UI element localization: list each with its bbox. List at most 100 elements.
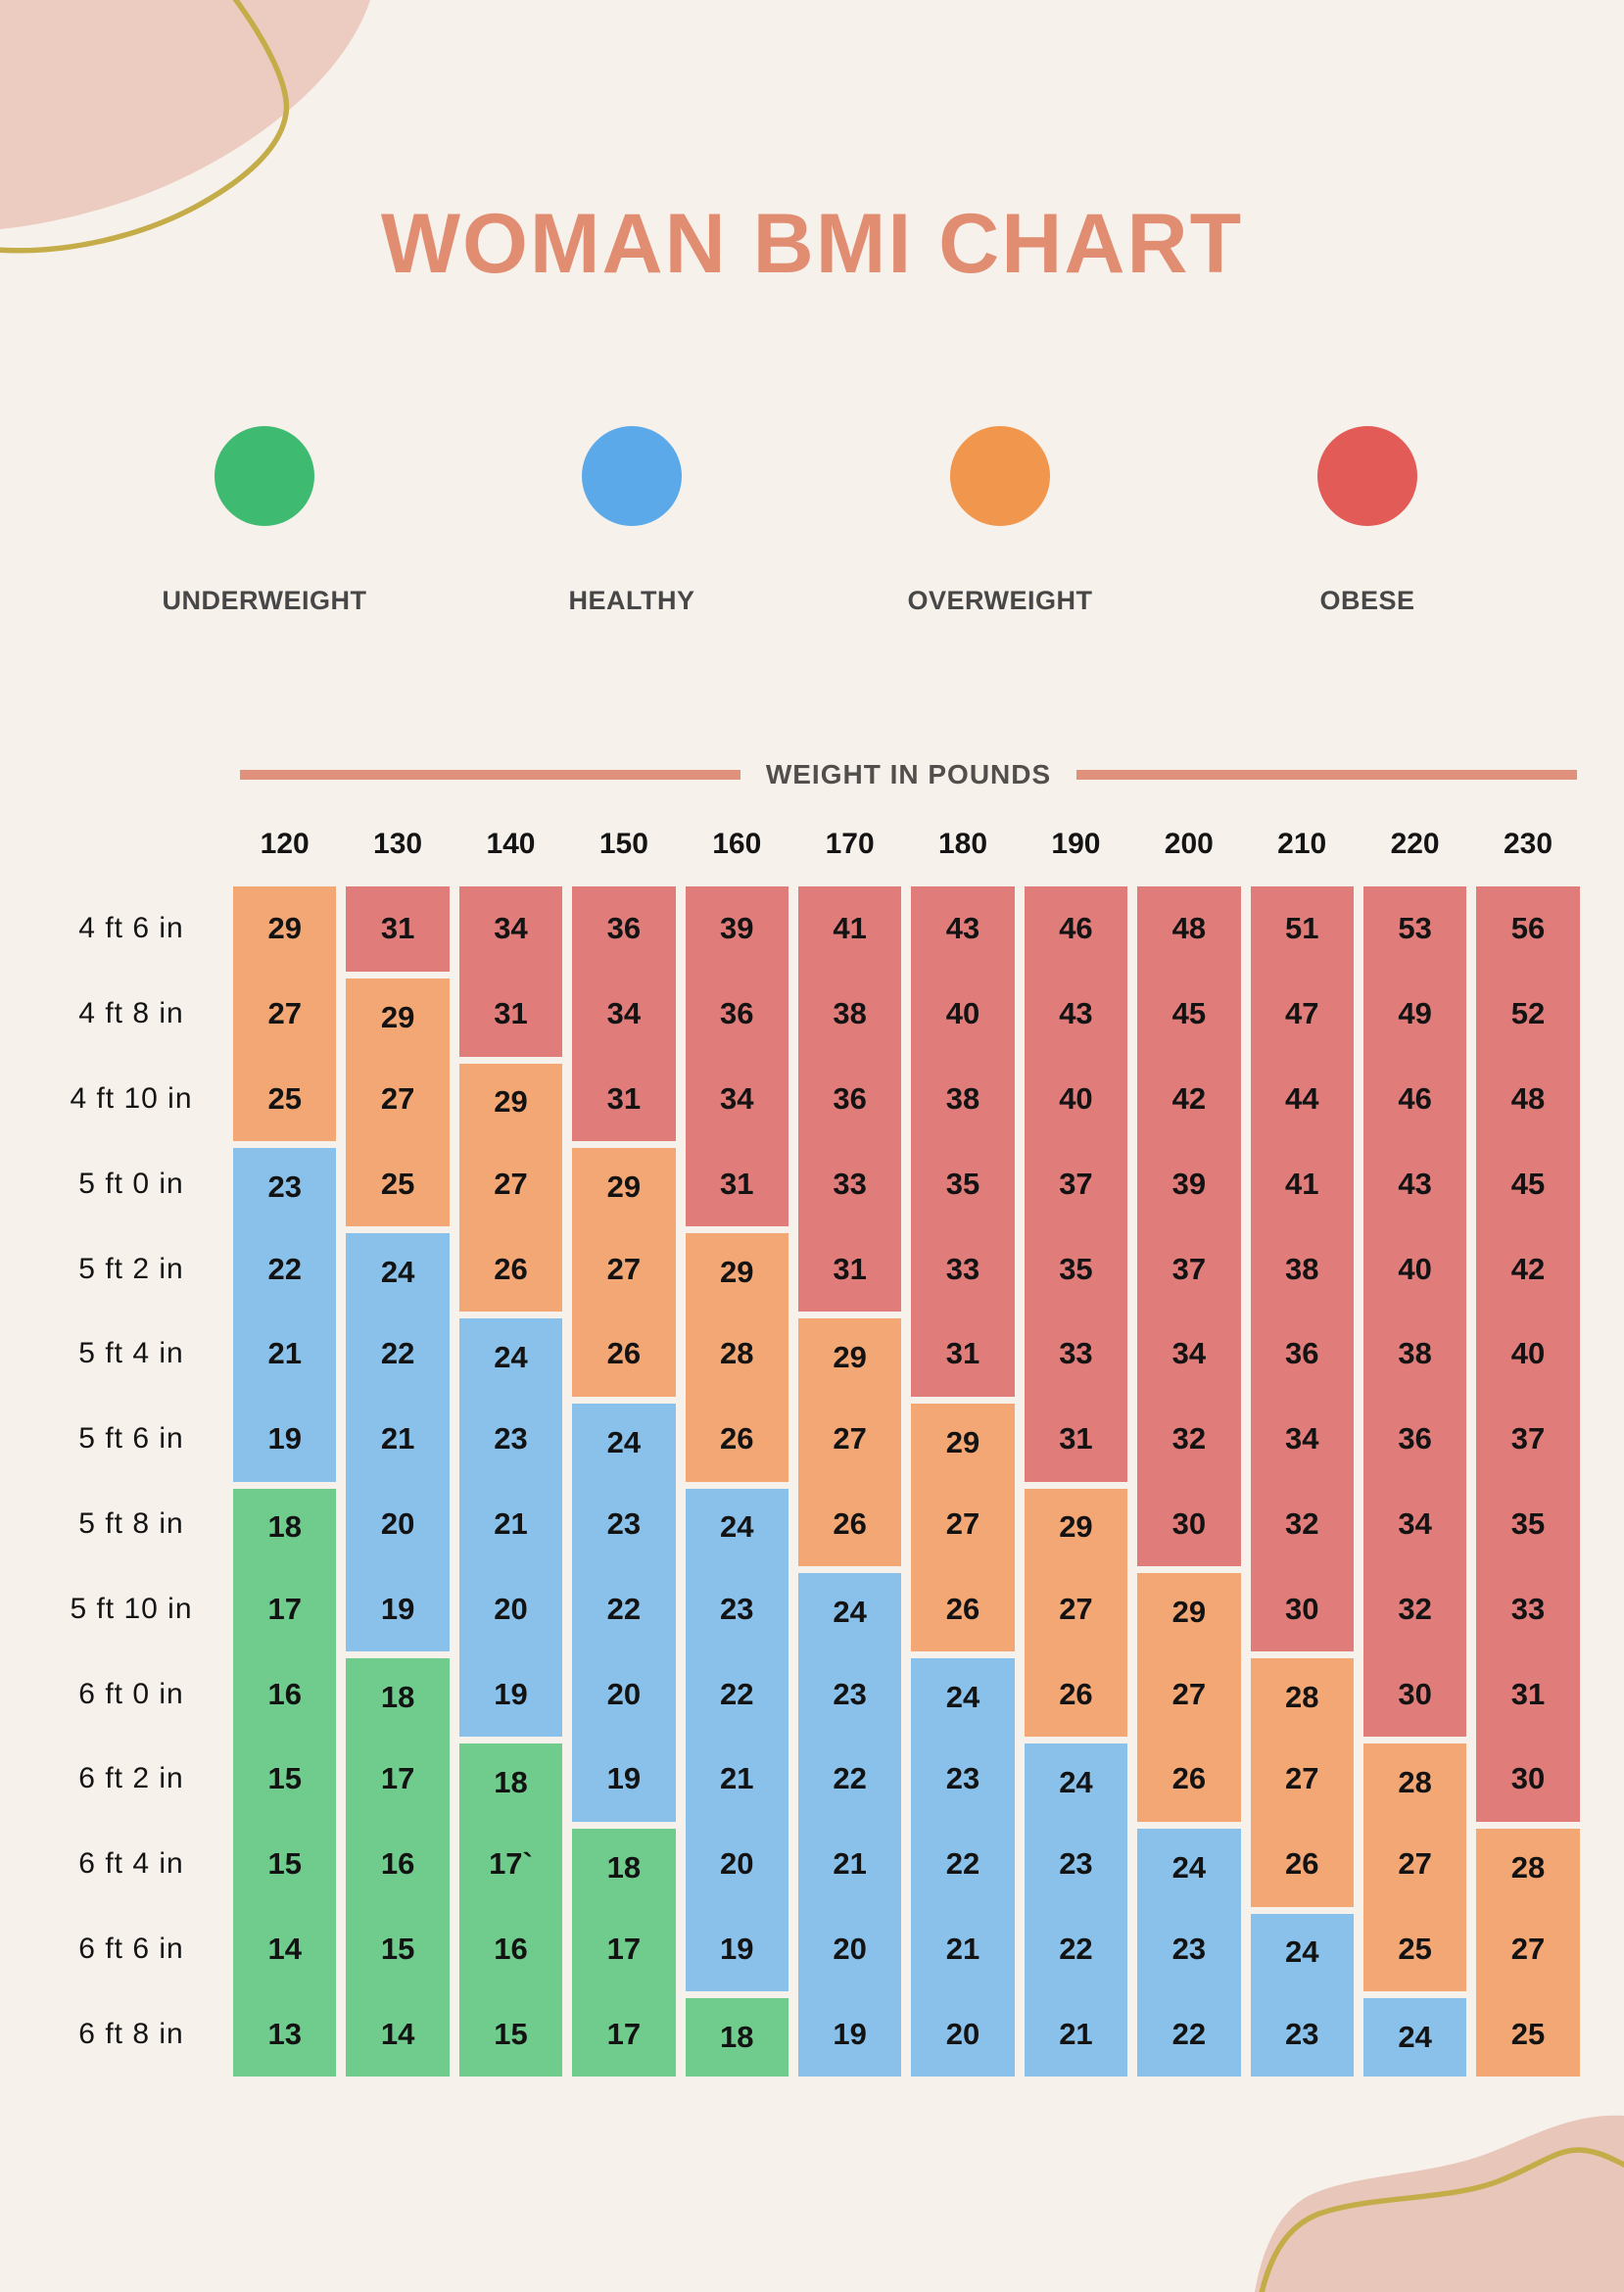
bmi-cell: 27 [458,1141,563,1227]
bmi-cell: 56 [1476,886,1580,972]
bmi-cell: 39 [1137,1141,1241,1227]
bmi-cell: 33 [1024,1311,1128,1397]
bmi-cell: 37 [1476,1396,1580,1482]
bmi-cell: 48 [1476,1056,1580,1142]
bmi-cell: 27 [346,1056,450,1142]
bmi-cell: 15 [458,1991,563,2077]
bmi-cell: 19 [458,1651,563,1737]
weight-column: 53 49 46 43 40 38 36 34 32 30 28 27 25 24 [1362,886,1467,2077]
bmi-cell: 19 [797,1991,902,2077]
bmi-cell: 25 [1362,1906,1467,1992]
bmi-cell: 27 [1024,1566,1128,1652]
weight-header: 160 [712,828,762,860]
height-labels-column: 4 ft 6 in 4 ft 8 in 4 ft 10 in 5 ft 0 in 5 f… [39,886,223,2077]
bmi-cell: 20 [797,1906,902,1992]
bmi-cell: 31 [458,971,563,1057]
bmi-cell: 26 [797,1481,902,1567]
weight-header: 130 [373,828,423,860]
overweight-dot [950,426,1050,526]
bmi-cell: 49 [1362,971,1467,1057]
weight-column: 46 43 40 37 35 33 31 29 27 26 24 23 22 21 [1024,886,1128,2077]
bmi-cell: 13 [233,1991,337,2077]
weight-column: 48 45 42 39 37 34 32 30 29 27 26 24 23 22 [1137,886,1241,2077]
bmi-cell: 26 [911,1566,1015,1652]
bmi-cell: 38 [1362,1311,1467,1397]
weight-header: 140 [486,828,536,860]
bmi-cell: 21 [685,1736,788,1822]
corner-decoration-bottom-right [1255,2115,1624,2292]
bmi-cell: 23 [797,1651,902,1737]
bmi-cell: 22 [346,1311,450,1397]
bmi-cell: 28 [1362,1736,1467,1822]
weight-header: 230 [1503,828,1553,860]
bmi-cell: 29 [1137,1566,1241,1652]
bmi-cell: 24 [685,1481,788,1567]
bmi-cell: 24 [1250,1906,1354,1992]
bmi-cell: 25 [1476,1991,1580,2077]
bmi-cell: 34 [1362,1481,1467,1567]
bmi-cell: 22 [1024,1906,1128,1992]
bmi-cell: 21 [233,1311,337,1397]
bmi-cell: 26 [572,1311,676,1397]
bmi-cell: 33 [1476,1566,1580,1652]
weight-column: 31 29 27 25 24 22 21 20 19 18 17 16 15 14 [346,886,450,2077]
bmi-cell: 21 [797,1821,902,1907]
bmi-cell: 29 [572,1141,676,1227]
bmi-cell: 14 [233,1906,337,1992]
bmi-cell: 14 [346,1991,450,2077]
bmi-cell: 36 [797,1056,902,1142]
height-label: 5 ft 4 in [78,1337,184,1370]
bmi-cell: 17 [233,1566,337,1652]
bmi-cell: 53 [1362,886,1467,972]
bmi-cell: 33 [911,1226,1015,1312]
bmi-cell: 42 [1137,1056,1241,1142]
bmi-cell: 31 [1024,1396,1128,1482]
bmi-cell: 31 [685,1141,788,1227]
bmi-cell: 41 [1250,1141,1354,1227]
bmi-cell: 34 [572,971,676,1057]
bmi-cell: 43 [1024,971,1128,1057]
bmi-cell: 34 [685,1056,788,1142]
legend-label-healthy: HEALTHY [568,586,695,615]
bmi-cell: 22 [1137,1991,1241,2077]
bmi-cell: 24 [911,1651,1015,1737]
weight-column-headers: 120 130 140 150 160 170 180 190 200 210 220 230 [39,828,1580,861]
bmi-cell: 52 [1476,971,1580,1057]
bmi-cell: 23 [233,1141,337,1227]
bmi-cell: 40 [1362,1226,1467,1312]
weight-column: 29 27 25 23 22 21 19 18 17 16 15 15 14 13 [233,886,337,2077]
bmi-cell: 29 [911,1396,1015,1482]
bmi-cell: 16 [233,1651,337,1737]
bmi-cell: 15 [233,1736,337,1822]
weight-header: 120 [260,828,310,860]
corner-spacer [39,828,223,861]
bmi-cell: 44 [1250,1056,1354,1142]
bmi-cell: 17` [458,1821,563,1907]
bmi-cell: 40 [1024,1056,1128,1142]
bmi-cell: 37 [1024,1141,1128,1227]
weight-header: 150 [598,828,648,860]
bmi-cell: 29 [685,1226,788,1312]
bmi-cell: 45 [1137,971,1241,1057]
axis-line-right [1076,770,1577,780]
bmi-cell: 36 [1250,1311,1354,1397]
bmi-cell: 18 [458,1736,563,1822]
legend-item-obese: OBESE [1240,426,1495,616]
bmi-cell: 15 [233,1821,337,1907]
bmi-cell: 23 [1250,1991,1354,2077]
bmi-cell: 27 [1250,1736,1354,1822]
height-label: 5 ft 6 in [78,1422,184,1456]
bmi-cell: 40 [1476,1311,1580,1397]
legend-label-obese: OBESE [1319,586,1415,615]
bmi-cell: 17 [346,1736,450,1822]
bmi-cell: 18 [346,1651,450,1737]
weight-header: 170 [825,828,875,860]
bmi-cell: 22 [685,1651,788,1737]
bmi-cell: 26 [1250,1821,1354,1907]
bmi-cell: 37 [1137,1226,1241,1312]
bmi-cell: 36 [685,971,788,1057]
bmi-cell: 24 [346,1226,450,1312]
bmi-cell: 19 [233,1396,337,1482]
bmi-cell: 31 [797,1226,902,1312]
